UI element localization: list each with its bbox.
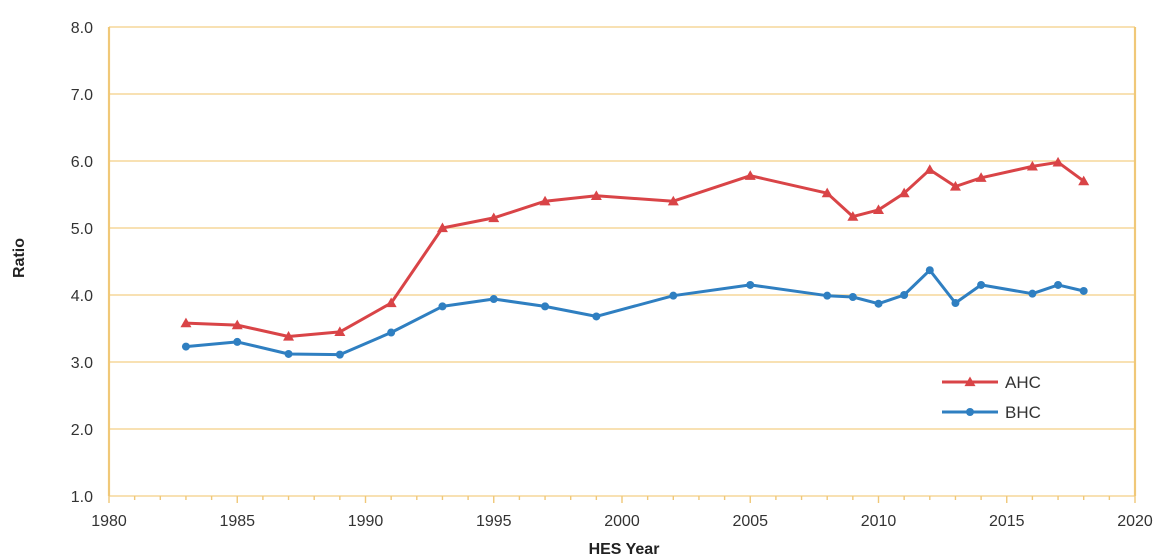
data-point-bhc: [181, 342, 190, 351]
data-point-ahc: [539, 195, 551, 206]
data-point-ahc: [1052, 156, 1064, 167]
y-tick-label: 7.0: [71, 87, 93, 104]
data-point-bhc: [669, 291, 678, 300]
data-point-ahc: [436, 222, 448, 233]
data-point-bhc: [489, 295, 498, 304]
data-point-ahc: [667, 195, 679, 206]
x-tick-label: 2010: [861, 513, 897, 530]
data-point-bhc: [823, 291, 832, 300]
grid-layer: [109, 26, 1135, 497]
data-point-bhc: [284, 349, 293, 358]
x-tick-label: 1980: [91, 513, 127, 530]
data-point-ahc: [283, 331, 295, 341]
data-point-bhc: [925, 266, 934, 275]
data-point-ahc: [924, 164, 936, 174]
legend: AHC BHC: [942, 373, 1041, 422]
data-point-ahc: [847, 211, 859, 221]
y-tick-label: 4.0: [71, 288, 93, 305]
y-tick-label: 3.0: [71, 355, 93, 372]
y-axis-title: Ratio: [11, 238, 28, 278]
data-point-ahc: [949, 180, 961, 191]
data-point-ahc: [975, 172, 987, 182]
data-point-ahc: [1078, 175, 1090, 186]
data-point-bhc: [541, 302, 550, 311]
data-point-bhc: [1028, 289, 1037, 298]
y-tick-label: 5.0: [71, 221, 93, 238]
x-tick-label: 1995: [476, 513, 512, 530]
x-tick-label: 2000: [604, 513, 640, 530]
data-point-bhc: [387, 328, 396, 337]
data-point-bhc: [977, 280, 986, 289]
y-tick-label: 2.0: [71, 422, 93, 439]
data-point-bhc: [848, 293, 857, 302]
data-point-ahc: [488, 212, 500, 223]
data-point-bhc: [592, 312, 601, 321]
series-line-ahc: [184, 160, 1086, 338]
data-point-ahc: [334, 326, 346, 336]
x-tick-label: 1985: [219, 513, 255, 530]
data-point-bhc: [746, 280, 755, 289]
axis-layer: 1.0 2.0 3.0 4.0 5.0 6.0 7.0 8.0 1980 1985 1990 1995…: [71, 20, 1153, 530]
data-point-bhc: [951, 299, 960, 308]
data-point-ahc: [231, 319, 243, 330]
y-tick-label: 8.0: [71, 20, 93, 37]
data-point-ahc: [898, 187, 910, 198]
x-tick-label: 2020: [1117, 513, 1153, 530]
x-tick-label: 1990: [348, 513, 384, 530]
data-point-ahc: [821, 187, 833, 198]
data-point-bhc: [1054, 280, 1063, 289]
legend-label-bhc: BHC: [1005, 403, 1041, 422]
data-point-ahc: [873, 204, 884, 215]
data-point-bhc: [1079, 286, 1088, 295]
x-tick-label: 2005: [732, 513, 768, 530]
legend-marker-bhc: [966, 408, 974, 416]
data-point-ahc: [385, 297, 397, 308]
data-point-bhc: [335, 350, 344, 359]
y-tick-label: 1.0: [71, 489, 93, 506]
series-layer: [180, 156, 1090, 359]
data-point-ahc: [744, 170, 756, 180]
y-tick-label: 6.0: [71, 154, 93, 171]
legend-label-ahc: AHC: [1005, 373, 1041, 392]
data-point-bhc: [874, 299, 883, 308]
data-point-bhc: [438, 302, 447, 311]
data-point-bhc: [233, 337, 242, 346]
data-point-ahc: [1026, 160, 1038, 171]
series-line-bhc: [184, 268, 1086, 357]
data-point-ahc: [180, 317, 192, 328]
data-point-bhc: [900, 291, 909, 299]
x-tick-label: 2015: [989, 513, 1025, 530]
data-point-ahc: [590, 190, 602, 200]
legend-marker-ahc: [964, 376, 976, 387]
x-axis-title: HES Year: [589, 541, 660, 558]
